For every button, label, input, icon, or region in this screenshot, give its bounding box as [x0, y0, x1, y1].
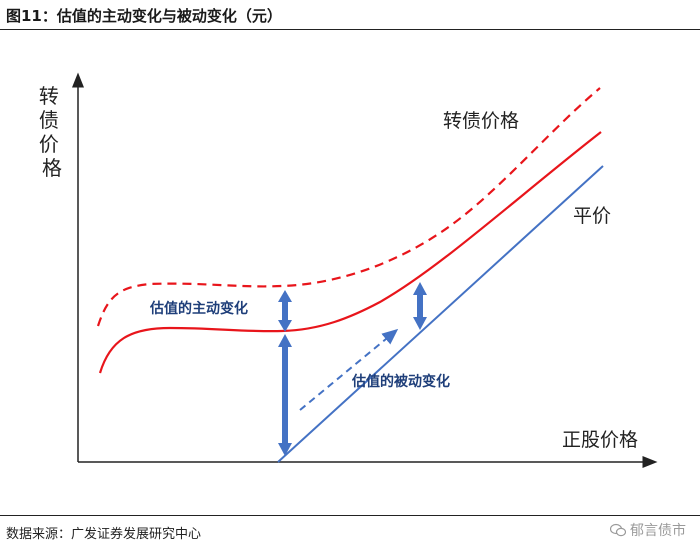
watermark-text: 郁言债市: [630, 523, 686, 539]
passive-change-arrow: [413, 282, 427, 330]
figure-source: 数据来源：广发证券发展研究中心: [6, 527, 202, 542]
total-valuation-arrow: [278, 334, 292, 456]
active-change-label: 估值的主动变化: [149, 300, 248, 317]
y-axis-label-char-1: 转: [39, 84, 59, 108]
dashed-curve-label: 转债价格: [443, 110, 519, 132]
passive-change-label: 估值的被动变化: [351, 373, 450, 390]
y-axis-label-char-3: 价: [39, 132, 59, 156]
active-change-arrow: [278, 290, 292, 332]
dashed-valuation-curve: [96, 87, 601, 327]
parity-line: [277, 165, 604, 463]
top-rule: [0, 29, 700, 30]
watermark: 郁言债市: [610, 520, 686, 540]
passive-shift-dashed-arrow: [299, 328, 399, 411]
y-axis-label-char-2: 债: [39, 108, 59, 132]
y-axis-label-char-4: 格: [42, 156, 62, 180]
wechat-icon: [610, 523, 626, 537]
bottom-rule: [0, 515, 700, 516]
figure-title: 图11：估值的主动变化与被动变化（元）: [6, 7, 282, 25]
parity-label: 平价: [573, 205, 611, 227]
y-axis-label: 转 债 价 格: [39, 84, 65, 180]
figure-header: 图11：估值的主动变化与被动变化（元）: [0, 0, 700, 30]
x-axis-label: 正股价格: [562, 429, 638, 451]
convertible-price-curve: [98, 131, 602, 374]
